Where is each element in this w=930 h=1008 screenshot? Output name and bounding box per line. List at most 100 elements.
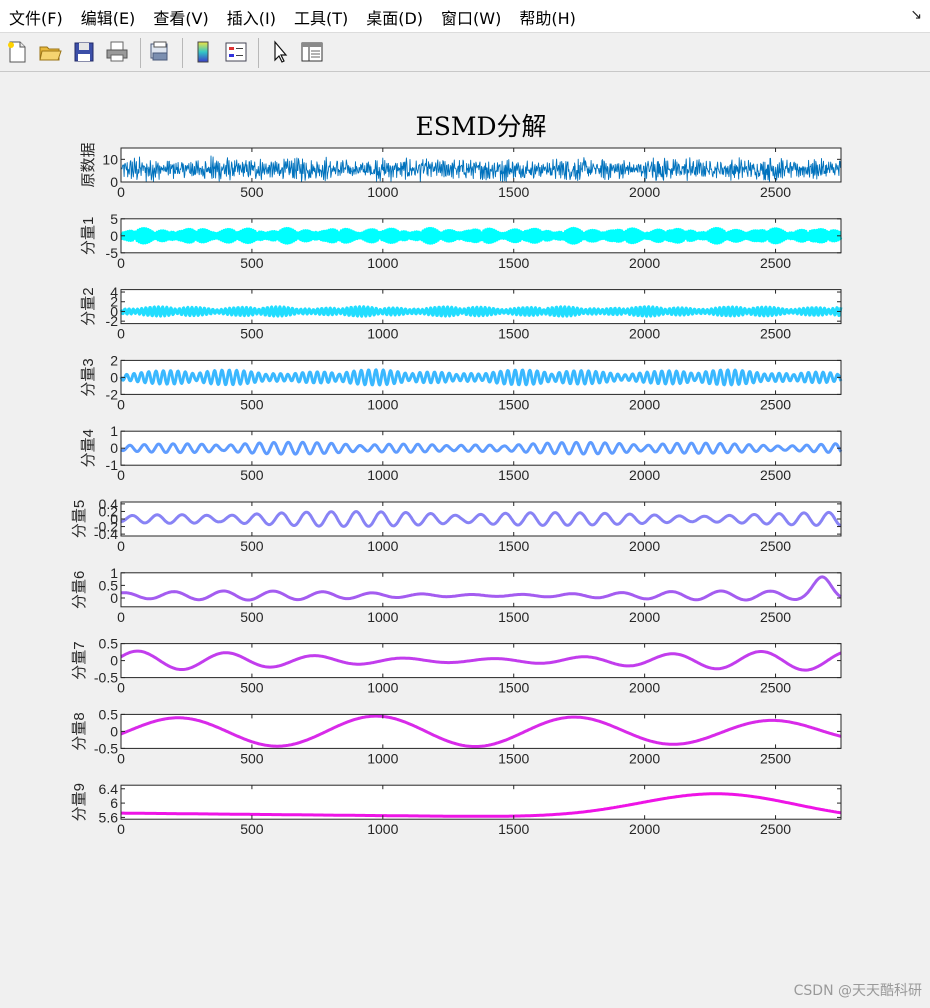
x-tick-label: 2000 <box>629 680 660 696</box>
pointer-icon[interactable] <box>267 39 293 65</box>
menu-item-4[interactable]: 工具(T) <box>293 8 349 28</box>
y-axis-label: 分量6 <box>71 571 88 609</box>
new-file-icon[interactable] <box>4 39 30 65</box>
subplot-9: 0 500 1000 1500 2000 2500 5.666.4 分量9 <box>71 781 842 837</box>
x-tick-label: 0 <box>117 396 125 412</box>
x-tick-label: 0 <box>117 680 125 696</box>
y-tick-label: 0.4 <box>99 496 119 512</box>
toolbar-separator <box>182 38 183 68</box>
x-tick-label: 2000 <box>629 326 660 342</box>
x-tick-label: 1500 <box>498 255 529 271</box>
y-axis-label: 分量2 <box>80 287 97 325</box>
y-tick-label: 0 <box>110 174 118 190</box>
x-tick-label: 2000 <box>629 538 660 554</box>
y-tick-label: 0 <box>110 723 118 739</box>
menu-item-3[interactable]: 插入(I) <box>226 8 276 28</box>
x-tick-label: 2500 <box>760 609 791 625</box>
menu-items: 文件(F) 编辑(E) 查看(V) 插入(I) 工具(T) 桌面(D) 窗口(W) 帮助(H) <box>0 0 585 33</box>
colorbar-icon[interactable] <box>190 39 216 65</box>
series-line-2 <box>119 305 843 318</box>
x-tick-label: 1500 <box>498 184 529 200</box>
y-tick-label: 6 <box>110 795 118 811</box>
x-tick-label: 500 <box>240 396 264 412</box>
axes-box <box>120 289 842 325</box>
x-tick-label: 500 <box>240 609 264 625</box>
x-tick-label: 2000 <box>629 396 660 412</box>
x-tick-label: 2000 <box>629 821 660 837</box>
dock-arrow-icon[interactable]: ↘ <box>910 7 922 23</box>
y-tick-label: -2 <box>106 313 119 329</box>
series-line-5 <box>120 510 842 528</box>
x-tick-label: 1000 <box>367 184 398 200</box>
x-tick-label: 0 <box>117 184 125 200</box>
series-line-7 <box>120 649 842 672</box>
y-tick-label: 0 <box>110 369 118 385</box>
menu-item-1[interactable]: 编辑(E) <box>80 8 136 28</box>
x-tick-label: 500 <box>240 680 264 696</box>
menu-item-5[interactable]: 桌面(D) <box>366 8 424 28</box>
y-tick-label: 0 <box>110 653 118 669</box>
series-line-3 <box>119 368 843 387</box>
property-editor-icon[interactable] <box>299 39 325 65</box>
x-tick-label: 1500 <box>498 609 529 625</box>
x-tick-label: 2500 <box>760 184 791 200</box>
x-tick-label: 0 <box>117 538 125 554</box>
y-tick-label: 0 <box>110 303 118 319</box>
x-tick-label: 2500 <box>760 821 791 837</box>
y-axis-label: 分量5 <box>71 500 88 538</box>
y-tick-label: 0.5 <box>99 636 119 652</box>
axes-box <box>120 147 842 183</box>
chart-title: ESMD分解 <box>415 112 546 141</box>
y-axis-label: 分量3 <box>80 358 97 396</box>
y-tick-label: -0.5 <box>94 670 118 686</box>
open-folder-icon[interactable] <box>37 39 63 65</box>
y-tick-label: 0 <box>110 511 118 527</box>
x-tick-label: 0 <box>117 750 125 766</box>
series-line-8 <box>120 714 842 748</box>
x-tick-label: 2500 <box>760 680 791 696</box>
y-axis-label: 分量8 <box>71 712 88 750</box>
x-tick-label: 0 <box>117 467 125 483</box>
x-tick-label: 500 <box>240 255 264 271</box>
x-tick-label: 500 <box>240 184 264 200</box>
y-tick-label: -0.4 <box>94 526 118 542</box>
save-icon[interactable] <box>71 39 97 65</box>
axes-background <box>121 502 841 536</box>
x-tick-label: 2500 <box>760 538 791 554</box>
x-tick-label: 1500 <box>498 326 529 342</box>
print-icon[interactable] <box>104 39 130 65</box>
x-tick-label: 1500 <box>498 396 529 412</box>
series-line-4 <box>120 440 843 456</box>
toolbar-separator <box>258 38 259 68</box>
y-tick-label: 1 <box>110 565 118 581</box>
menu-item-6[interactable]: 窗口(W) <box>441 8 502 28</box>
legend-icon[interactable] <box>223 39 249 65</box>
x-tick-label: 1000 <box>367 255 398 271</box>
x-tick-label: 1500 <box>498 467 529 483</box>
x-tick-label: 2500 <box>760 255 791 271</box>
print-preview-icon[interactable] <box>147 39 173 65</box>
x-tick-label: 500 <box>240 538 264 554</box>
axes-box <box>120 784 842 820</box>
menu-item-2[interactable]: 查看(V) <box>153 8 209 28</box>
y-tick-label: 4 <box>110 284 118 300</box>
x-tick-label: 500 <box>240 467 264 483</box>
x-tick-label: 500 <box>240 326 264 342</box>
x-tick-label: 2500 <box>760 467 791 483</box>
axes-box <box>120 572 842 608</box>
menu-item-7[interactable]: 帮助(H) <box>519 8 576 28</box>
y-tick-label: -2 <box>106 386 119 402</box>
y-tick-label: 0 <box>110 590 118 606</box>
y-tick-label: 6.4 <box>99 781 119 797</box>
x-tick-label: 0 <box>117 255 125 271</box>
x-tick-label: 2000 <box>629 467 660 483</box>
series-line-1 <box>120 226 843 245</box>
y-tick-label: -0.5 <box>94 740 118 756</box>
y-tick-label: 5.6 <box>99 809 119 825</box>
menu-item-0[interactable]: 文件(F) <box>9 8 63 28</box>
